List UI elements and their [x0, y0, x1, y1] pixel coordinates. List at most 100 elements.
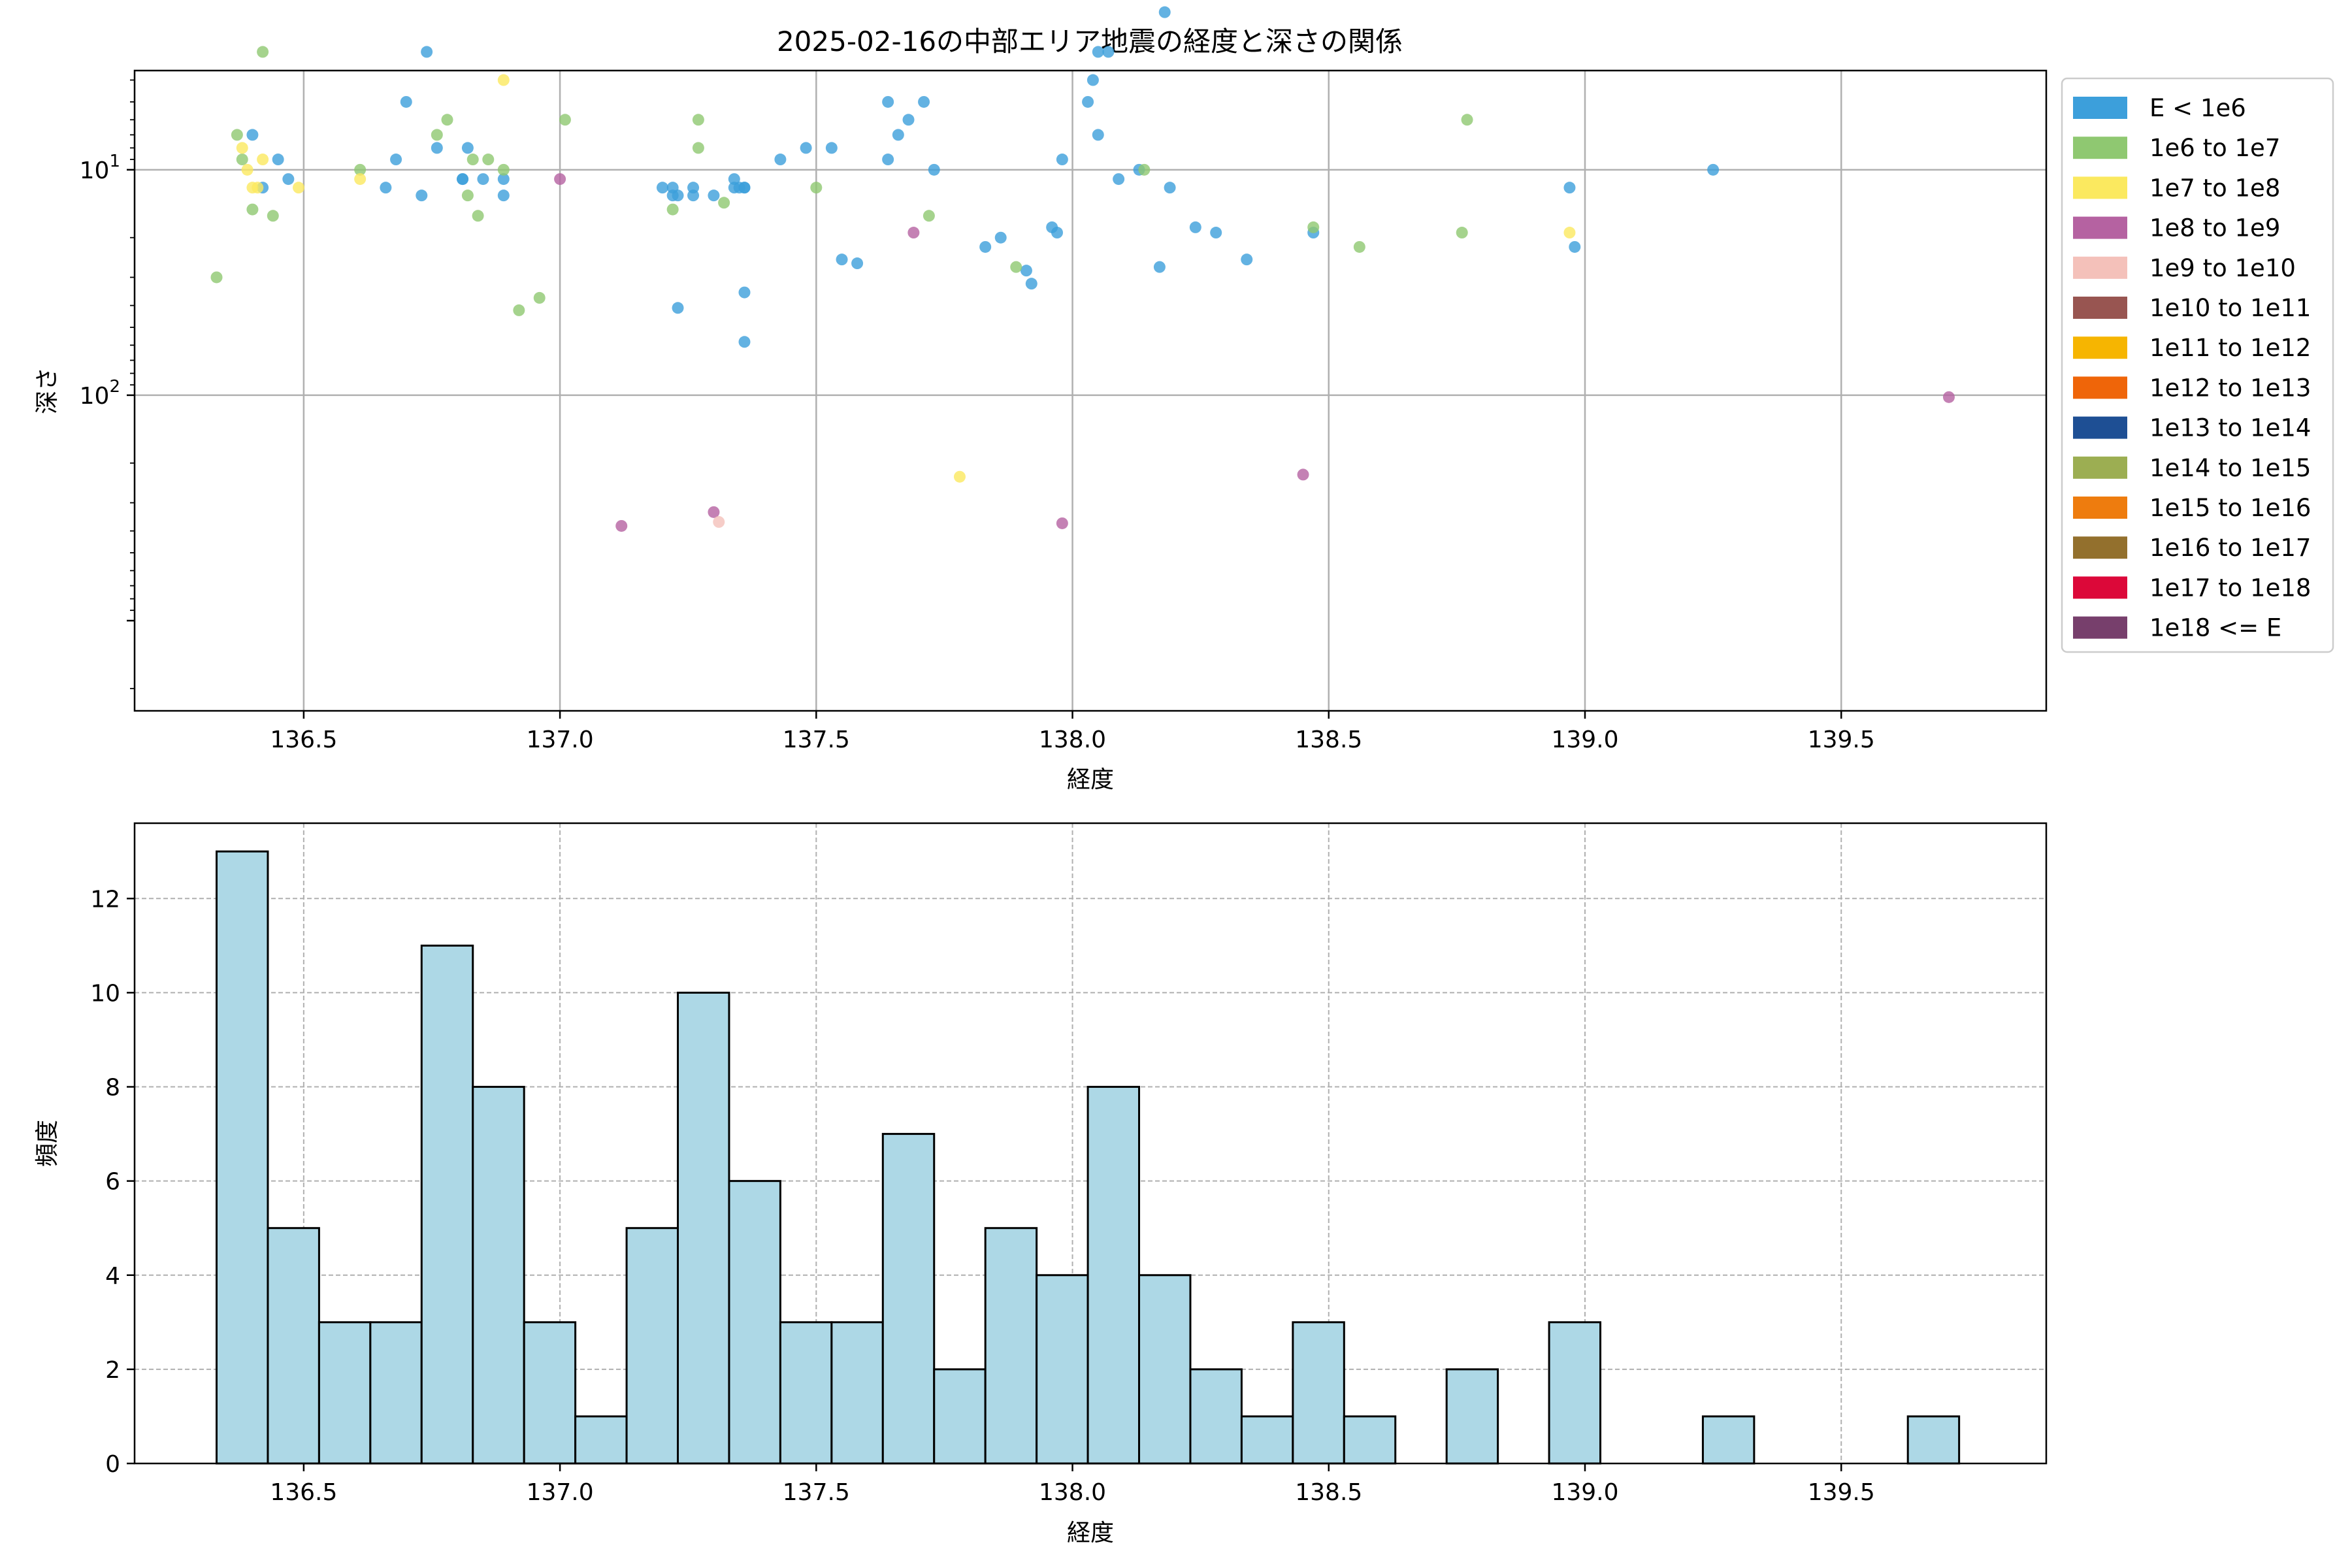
histogram-bar: [1292, 1321, 1345, 1465]
scatter-point: [708, 506, 720, 518]
scatter-point: [692, 114, 704, 126]
scatter-point: [282, 173, 295, 186]
histogram-bar: [267, 1227, 320, 1465]
scatter-point: [257, 154, 269, 166]
histogram-bar: [1548, 1321, 1602, 1465]
legend-items: E < 1e6 1e6 to 1e7 1e7 to 1e8 1e8 to 1e9 1e9…: [2073, 94, 2311, 642]
histogram-bar: [1343, 1415, 1397, 1465]
scatter-point: [738, 182, 751, 194]
legend-swatch: [2073, 97, 2127, 119]
histogram-bar: [1036, 1274, 1089, 1465]
scatter-point: [1020, 265, 1032, 277]
legend-swatch: [2073, 297, 2127, 319]
scatter-point: [1164, 182, 1176, 194]
scatter-point: [421, 46, 433, 58]
scatter-point: [851, 257, 864, 270]
legend-label: 1e6 to 1e7: [2149, 134, 2280, 162]
scatter-point: [1158, 6, 1171, 18]
histogram-bar: [933, 1368, 987, 1465]
histogram-y-tick-label: 0: [105, 1451, 120, 1478]
scatter-point: [902, 114, 915, 126]
scatter-point: [1353, 240, 1365, 253]
scatter-x-ticks: 136.5 137.0 137.5 138.0 138.5 139.0 139.5: [270, 711, 1875, 753]
histogram-x-tick-label: 137.0: [527, 1479, 594, 1506]
scatter-plot-frame: [133, 69, 2048, 712]
scatter-point: [559, 114, 571, 126]
scatter-point: [390, 154, 402, 166]
scatter-point: [1189, 221, 1201, 233]
legend-label: 1e16 to 1e17: [2149, 534, 2311, 562]
scatter-point: [1707, 163, 1720, 176]
histogram-chart: 136.5 137.0 137.5 138.0 138.5 139.0 139.5 0 2 4 6…: [34, 822, 2048, 1546]
scatter-point: [1456, 227, 1468, 239]
scatter-point: [738, 286, 751, 299]
scatter-point: [692, 142, 704, 154]
scatter-point: [1010, 261, 1022, 273]
histogram-x-tick-label: 138.5: [1295, 1479, 1362, 1506]
scatter-y-tick-label: 101: [80, 152, 120, 184]
histogram-bar: [1906, 1415, 1961, 1465]
scatter-point: [246, 129, 259, 141]
scatter-point: [354, 163, 367, 176]
scatter-y-tick-label: 102: [80, 377, 120, 410]
histogram-bar: [574, 1415, 628, 1465]
scatter-point: [687, 189, 700, 202]
scatter-point: [1102, 46, 1115, 58]
histogram-bar: [625, 1227, 679, 1465]
scatter-point: [1113, 173, 1125, 186]
scatter-point: [928, 163, 940, 176]
scatter-point: [1241, 253, 1253, 266]
scatter-point: [1153, 261, 1166, 273]
histogram-y-tick-label: 6: [105, 1169, 120, 1196]
scatter-point: [1297, 468, 1309, 481]
legend-label: 1e17 to 1e18: [2149, 574, 2311, 602]
scatter-point: [231, 129, 243, 141]
histogram-bar: [523, 1321, 577, 1465]
scatter-chart: 2025-02-16の中部エリア地震の経度と深さの関係 136.5 137.0 13…: [34, 6, 2048, 793]
scatter-point: [416, 189, 428, 202]
histogram-bar: [1445, 1368, 1499, 1465]
legend-swatch: [2073, 176, 2127, 199]
scatter-point: [836, 253, 848, 266]
histogram-bar: [420, 944, 474, 1465]
legend-swatch: [2073, 376, 2127, 399]
scatter-x-tick-label: 137.5: [783, 727, 850, 753]
scatter-point: [457, 173, 469, 186]
scatter-point: [1942, 391, 1955, 403]
scatter-point: [497, 189, 510, 202]
histogram-bar: [984, 1227, 1038, 1465]
scatter-point: [533, 291, 546, 304]
scatter-point: [1563, 182, 1576, 194]
histogram-bar: [881, 1133, 936, 1465]
scatter-point: [1307, 221, 1320, 233]
scatter-point: [738, 336, 751, 348]
histogram-y-tick-label: 8: [105, 1075, 120, 1102]
scatter-point: [672, 302, 684, 314]
scatter-point: [825, 142, 838, 154]
scatter-x-tick-label: 138.5: [1295, 727, 1362, 753]
scatter-point: [267, 210, 279, 222]
scatter-points: [210, 6, 1955, 532]
scatter-point: [441, 114, 453, 126]
scatter-point: [400, 95, 412, 108]
legend-swatch: [2073, 256, 2127, 279]
scatter-y-ticks: 101 102: [80, 79, 135, 689]
scatter-point: [354, 173, 367, 186]
legend-label: 1e7 to 1e8: [2149, 174, 2280, 202]
scatter-point: [907, 227, 920, 239]
legend-swatch: [2073, 416, 2127, 439]
scatter-point: [461, 189, 474, 202]
legend-swatch: [2073, 137, 2127, 159]
legend-label: 1e15 to 1e16: [2149, 494, 2311, 522]
scatter-point: [554, 173, 566, 186]
scatter-point: [252, 182, 264, 194]
scatter-x-tick-label: 137.0: [527, 727, 594, 753]
legend-swatch: [2073, 216, 2127, 239]
histogram-bar: [830, 1321, 884, 1465]
histogram-y-tick-label: 10: [90, 980, 120, 1007]
legend-label: 1e18 <= E: [2149, 614, 2281, 642]
histogram-y-axis-label: 頻度: [34, 1120, 61, 1167]
scatter-point: [497, 163, 510, 176]
histogram-x-ticks: 136.5 137.0 137.5 138.0 138.5 139.0 139.5: [270, 1463, 1875, 1506]
scatter-x-tick-label: 139.5: [1808, 727, 1875, 753]
